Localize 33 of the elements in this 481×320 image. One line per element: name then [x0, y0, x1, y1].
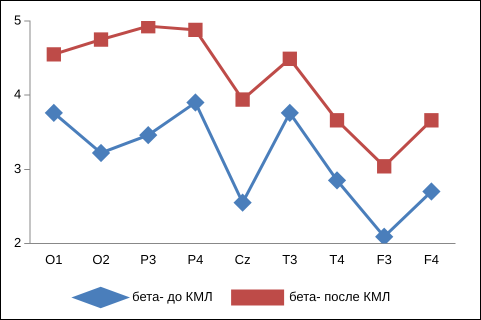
point — [376, 228, 393, 244]
point — [141, 21, 156, 34]
point — [46, 47, 61, 62]
point — [140, 126, 157, 144]
x-tick-label: T3 — [282, 252, 298, 267]
legend-label: бета- после КМЛ — [289, 289, 390, 304]
point — [235, 92, 250, 107]
point — [422, 183, 440, 200]
x-tick-label: O1 — [45, 252, 62, 267]
x-tick-label: O2 — [92, 252, 110, 267]
point — [186, 94, 204, 112]
y-tick-label: 4 — [14, 86, 22, 102]
point — [92, 144, 110, 162]
x-tick-label: F4 — [424, 252, 439, 267]
point — [45, 104, 62, 122]
x-tick-label: P4 — [187, 252, 204, 267]
y-tick-label: 2 — [14, 234, 22, 250]
point — [234, 194, 252, 212]
x-tick-label: F3 — [376, 252, 392, 267]
point — [282, 52, 297, 66]
x-tick-label: Cz — [234, 252, 251, 267]
point — [377, 159, 392, 174]
legend-label: бета- до КМЛ — [132, 289, 213, 304]
point — [281, 104, 298, 122]
x-tick-label: T4 — [329, 252, 345, 267]
x-tick-label: P3 — [140, 252, 156, 267]
y-tick-label: 5 — [14, 12, 22, 28]
point — [94, 32, 108, 47]
point — [188, 22, 203, 38]
y-tick-label: 3 — [14, 160, 22, 176]
point — [330, 113, 344, 128]
point — [328, 172, 346, 189]
point — [424, 113, 439, 128]
